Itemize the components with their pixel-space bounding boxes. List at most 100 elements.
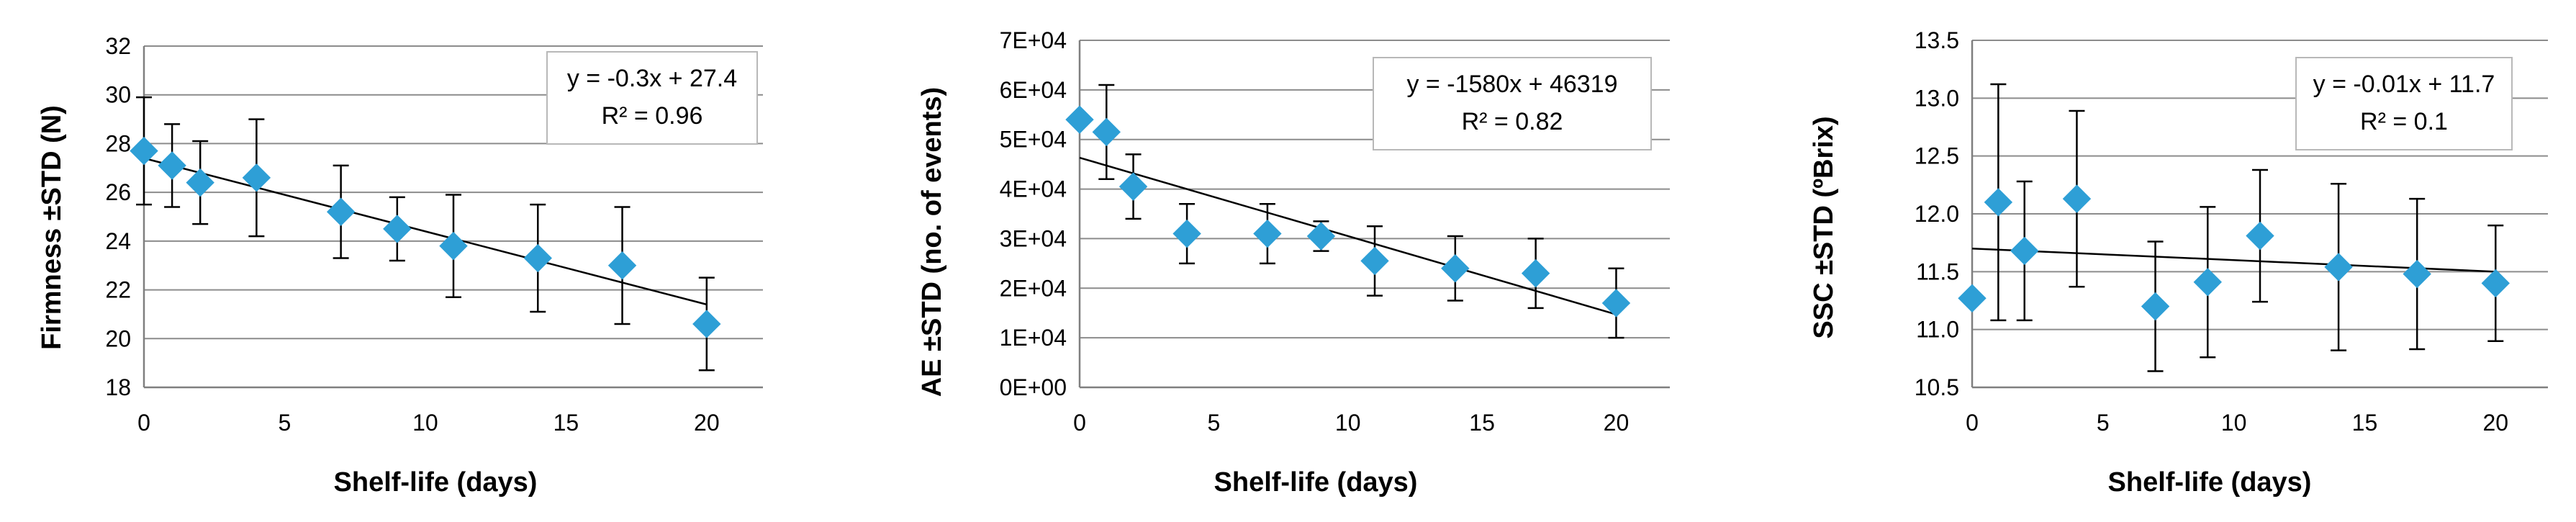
firmness-y-tick-label: 22 xyxy=(105,277,131,303)
ae-gridlines xyxy=(1078,40,1670,389)
ae-data-point xyxy=(1521,258,1550,288)
ae-y-tick-label: 6E+04 xyxy=(1000,77,1067,103)
firmness-data-point xyxy=(439,231,468,261)
ssc-data-points xyxy=(1958,184,2510,321)
ssc-trendline xyxy=(1971,247,2496,273)
ssc-y-tick-label: 12.5 xyxy=(1915,143,1959,169)
firmness-data-point xyxy=(130,136,158,166)
ae-data-point xyxy=(1172,219,1201,248)
firmness-y-tick-labels: 18 20 22 24 26 28 30 32 xyxy=(105,33,131,400)
firmness-y-tick-label: 24 xyxy=(105,228,131,254)
ae-data-point xyxy=(1092,117,1121,147)
ae-trend-line xyxy=(1079,156,1617,315)
firmness-data-point xyxy=(692,310,721,338)
ae-y-tick-labels: 0E+00 1E+04 2E+04 3E+04 4E+04 5E+04 6E+04 7E+04 xyxy=(1000,27,1067,400)
ae-x-tick-label: 5 xyxy=(1207,410,1220,436)
firmness-y-axis-label: Firmness ±STD (N) xyxy=(37,105,67,350)
ae-data-point xyxy=(1306,222,1336,251)
ae-y-tick-label: 4E+04 xyxy=(1000,176,1067,202)
firmness-x-axis-label: Shelf-life (days) xyxy=(334,467,538,498)
ssc-x-tick-label: 10 xyxy=(2221,410,2247,436)
ssc-x-tick-label: 20 xyxy=(2482,410,2508,436)
firmness-trendline xyxy=(143,157,708,306)
firmness-equation-box xyxy=(546,51,758,145)
ae-y-tick-label: 7E+04 xyxy=(1000,27,1067,53)
ae-x-tick-label: 20 xyxy=(1604,410,1630,436)
firmness-y-tick-label: 18 xyxy=(105,374,131,400)
ssc-y-axis-label: SSC ±STD (ºBrix) xyxy=(1809,116,1839,338)
ssc-y-tick-label: 13.5 xyxy=(1915,27,1959,53)
ae-data-point xyxy=(1065,105,1094,134)
ssc-x-tick-labels: 0 5 10 15 20 xyxy=(1966,410,2508,436)
firmness-x-tick-label: 0 xyxy=(137,410,150,436)
ae-y-tick-label: 0E+00 xyxy=(1000,374,1067,400)
ae-data-point xyxy=(1601,289,1631,318)
firmness-y-tick-label: 26 xyxy=(105,179,131,205)
ssc-data-point xyxy=(2324,253,2353,282)
ssc-y-tick-label: 11.5 xyxy=(1916,258,1959,284)
firmness-r-squared: R² = 0.96 xyxy=(602,102,703,130)
firmness-data-point xyxy=(607,251,637,280)
ssc-data-point xyxy=(2141,292,2170,321)
firmness-data-points xyxy=(130,136,721,338)
ae-y-tick-label: 5E+04 xyxy=(1000,127,1067,153)
ssc-data-point xyxy=(2062,184,2092,213)
ae-equation-box xyxy=(1373,57,1652,150)
ssc-y-tick-label: 13.0 xyxy=(1915,85,1959,111)
ssc-data-point xyxy=(2010,236,2039,266)
ae-y-tick-label: 3E+04 xyxy=(1000,225,1067,251)
firmness-data-point xyxy=(523,243,552,273)
firmness-y-tick-label: 28 xyxy=(105,130,131,156)
firmness-x-tick-label: 15 xyxy=(553,410,579,436)
ae-data-point xyxy=(1253,219,1282,248)
firmness-gridlines xyxy=(143,45,763,389)
ae-data-points xyxy=(1065,105,1631,318)
ssc-data-point xyxy=(1984,188,2013,217)
ssc-equation: y = -0.01x + 11.7 xyxy=(2313,71,2495,98)
ssc-y-tick-label: 10.5 xyxy=(1915,374,1959,400)
ae-x-tick-label: 0 xyxy=(1073,410,1086,436)
firmness-x-tick-label: 5 xyxy=(279,410,292,436)
ssc-gridlines xyxy=(1971,40,2548,389)
ae-x-tick-label: 10 xyxy=(1335,410,1361,436)
ssc-data-point xyxy=(2193,268,2222,297)
ssc-x-tick-label: 15 xyxy=(2352,410,2378,436)
ae-r-squared: R² = 0.82 xyxy=(1462,108,1563,135)
ae-x-tick-labels: 0 5 10 15 20 xyxy=(1073,410,1629,436)
acoustic-events-chart: 0E+00 1E+04 2E+04 3E+04 4E+04 5E+04 6E+04 7E+04… xyxy=(917,27,1670,498)
firmness-data-point xyxy=(242,163,271,192)
ssc-r-squared: R² = 0.1 xyxy=(2360,108,2448,135)
firmness-y-tick-label: 30 xyxy=(105,82,131,108)
ssc-y-tick-label: 12.0 xyxy=(1915,201,1959,227)
firmness-chart: 18 20 22 24 26 28 30 32 0 5 10 15 20 Shelf-life (da… xyxy=(37,33,763,498)
firmness-y-tick-label: 32 xyxy=(105,33,131,59)
ae-data-point xyxy=(1118,172,1148,201)
ae-x-axis-label: Shelf-life (days) xyxy=(1214,467,1418,498)
ssc-trend-line xyxy=(1971,247,2496,273)
ssc-data-point xyxy=(1958,284,1987,312)
ssc-x-tick-label: 5 xyxy=(2097,410,2110,436)
ssc-y-tick-labels: 10.5 11.0 11.5 12.0 12.5 13.0 13.5 xyxy=(1915,27,1959,400)
ssc-data-point xyxy=(2481,269,2510,298)
ssc-equation-box xyxy=(2295,57,2513,150)
ae-data-point xyxy=(1360,246,1389,276)
firmness-data-point xyxy=(186,168,214,197)
ssc-chart: 10.5 11.0 11.5 12.0 12.5 13.0 13.5 0 5 10 15 20 Sh… xyxy=(1809,27,2548,498)
ae-equation: y = -1580x + 46319 xyxy=(1406,71,1617,98)
firmness-x-tick-label: 10 xyxy=(412,410,438,436)
ssc-x-axis-label: Shelf-life (days) xyxy=(2108,467,2312,498)
ssc-y-tick-label: 11.0 xyxy=(1916,317,1959,343)
firmness-data-point xyxy=(158,151,186,180)
firmness-y-tick-label: 20 xyxy=(105,325,131,351)
ssc-data-point xyxy=(2403,259,2431,289)
firmness-x-tick-labels: 0 5 10 15 20 xyxy=(137,410,720,436)
firmness-data-point xyxy=(326,197,356,226)
firmness-trend-line xyxy=(143,157,708,306)
firmness-x-tick-label: 20 xyxy=(694,410,720,436)
firmness-equation: y = -0.3x + 27.4 xyxy=(567,65,737,92)
firmness-data-point xyxy=(383,215,412,243)
ssc-data-point xyxy=(2246,221,2274,251)
ae-x-tick-label: 15 xyxy=(1469,410,1495,436)
ae-y-axis-label: AE ±STD (no. of events) xyxy=(917,87,947,397)
